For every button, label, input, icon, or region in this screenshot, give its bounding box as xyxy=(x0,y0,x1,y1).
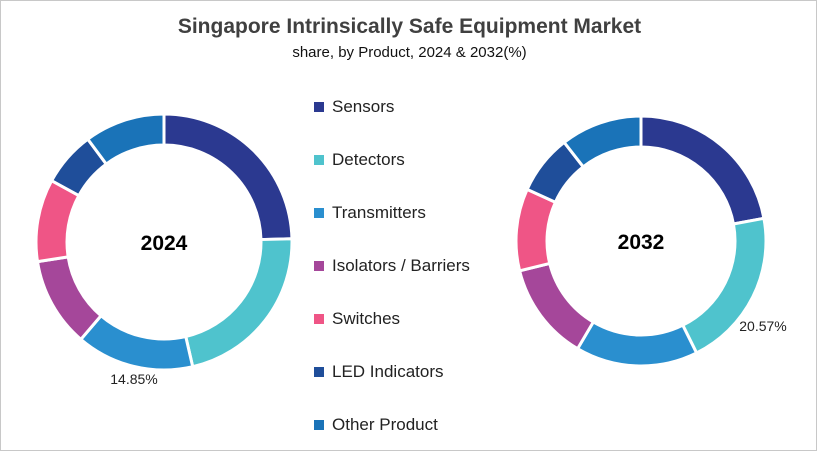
legend-swatch xyxy=(314,208,324,218)
legend-item: Switches xyxy=(314,309,400,329)
slice-2024-sensors xyxy=(162,112,294,242)
legend-item: Transmitters xyxy=(314,203,426,223)
legend-item: LED Indicators xyxy=(314,362,444,382)
center-label-2024: 2024 xyxy=(141,232,188,255)
slice-2032-switches xyxy=(514,187,558,273)
slice-2024-detectors xyxy=(183,237,294,369)
center-label-2032: 2032 xyxy=(618,231,665,254)
legend-swatch xyxy=(314,261,324,271)
legend-label: Transmitters xyxy=(332,203,426,222)
legend-label: Switches xyxy=(332,309,401,328)
data-label-2032: 20.57% xyxy=(739,318,786,334)
slice-2024-transmitters xyxy=(78,313,195,372)
legend-swatch xyxy=(314,420,324,430)
legend-swatch xyxy=(314,314,324,324)
chart-title: Singapore Intrinsically Safe Equipment M… xyxy=(177,15,642,38)
legend-item: Other Product xyxy=(314,415,438,435)
legend-label: Sensors xyxy=(332,97,395,116)
slice-2024-isolators-barriers xyxy=(35,255,104,342)
slice-2032-sensors xyxy=(639,114,766,226)
legend-swatch xyxy=(314,155,324,165)
legend-label: Isolators / Barriers xyxy=(332,256,470,275)
chart-subtitle: share, by Product, 2024 & 2032(%) xyxy=(292,44,527,61)
slice-2032-isolators-barriers xyxy=(517,261,596,351)
slice-2032-transmitters xyxy=(575,319,699,368)
legend-item: Sensors xyxy=(314,97,394,117)
data-label-2024: 14.85% xyxy=(110,371,157,387)
slice-2032-other-product xyxy=(562,114,643,169)
legend-swatch xyxy=(314,367,324,377)
slice-2024-other-product xyxy=(85,112,166,167)
legend-label: Other Product xyxy=(332,415,438,434)
legend-item: Isolators / Barriers xyxy=(314,256,470,276)
legend-label: Detectors xyxy=(332,150,405,169)
legend-swatch xyxy=(314,102,324,112)
legend-label: LED Indicators xyxy=(332,362,444,381)
legend-item: Detectors xyxy=(314,150,405,170)
